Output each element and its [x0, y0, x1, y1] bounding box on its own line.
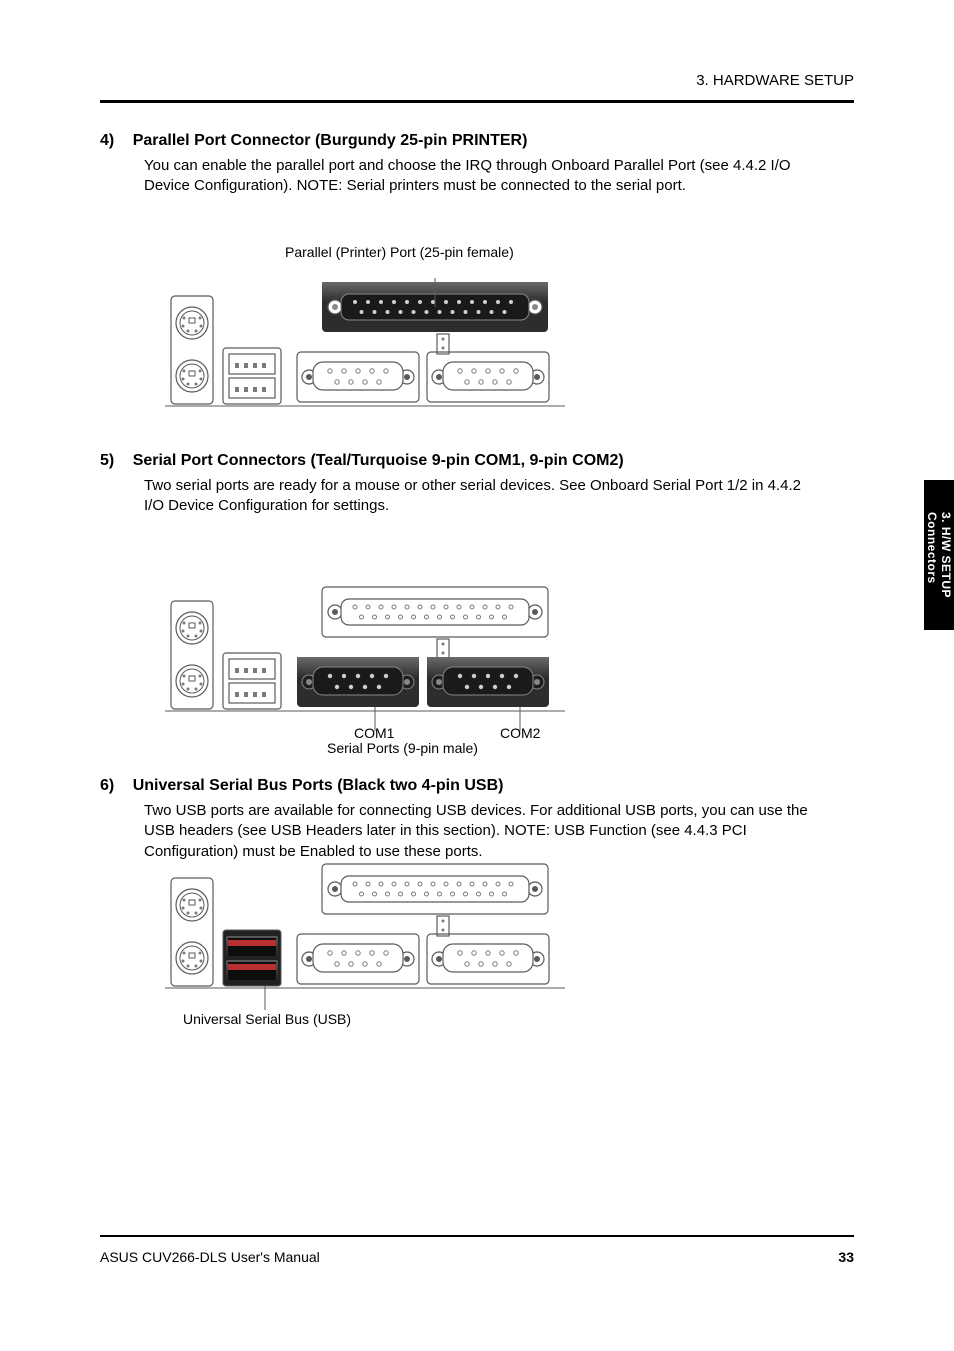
sec1-desc-text: You can enable the parallel port and cho…: [144, 156, 824, 197]
section-1-title: 4) Parallel Port Connector (Burgundy 25-…: [100, 132, 527, 150]
sec2-title: Serial Port Connectors (Teal/Turquoise 9…: [133, 452, 624, 469]
section-3-title: 6) Universal Serial Bus Ports (Black two…: [100, 777, 503, 795]
sec2-desc-text: Two serial ports are ready for a mouse o…: [144, 476, 824, 517]
section-2-title: 5) Serial Port Connectors (Teal/Turquois…: [100, 452, 624, 470]
top-rule: [100, 100, 854, 103]
sidetab-line1: 3. H/W SETUP: [939, 512, 953, 598]
section-1-desc: You can enable the parallel port and cho…: [100, 152, 824, 197]
sec3-desc-text: Two USB ports are available for connecti…: [144, 801, 824, 862]
sec1-callout: Parallel (Printer) Port (25-pin female): [285, 244, 514, 260]
side-tab: 3. H/W SETUP Connectors: [924, 480, 954, 630]
sec3-num: 6): [100, 777, 114, 794]
footer-left: ASUS CUV266-DLS User's Manual: [100, 1249, 320, 1265]
sec1-title: Parallel Port Connector (Burgundy 25-pin…: [133, 132, 528, 149]
section-2-desc: Two serial ports are ready for a mouse o…: [100, 472, 824, 517]
diagram-1: [165, 278, 565, 418]
diagram-2: [165, 583, 565, 733]
diagram-3: [165, 860, 565, 1010]
sidetab-line2: Connectors: [925, 512, 939, 584]
sec2-num: 5): [100, 452, 114, 469]
section-3-desc: Two USB ports are available for connecti…: [100, 797, 824, 862]
footer-right: 33: [838, 1249, 854, 1265]
sec3-title: Universal Serial Bus Ports (Black two 4-…: [133, 777, 504, 794]
header-right: 3. HARDWARE SETUP: [696, 72, 854, 89]
footer-rule: [100, 1235, 854, 1237]
sec2-label: Serial Ports (9-pin male): [327, 740, 478, 756]
sec1-num: 4): [100, 132, 114, 149]
